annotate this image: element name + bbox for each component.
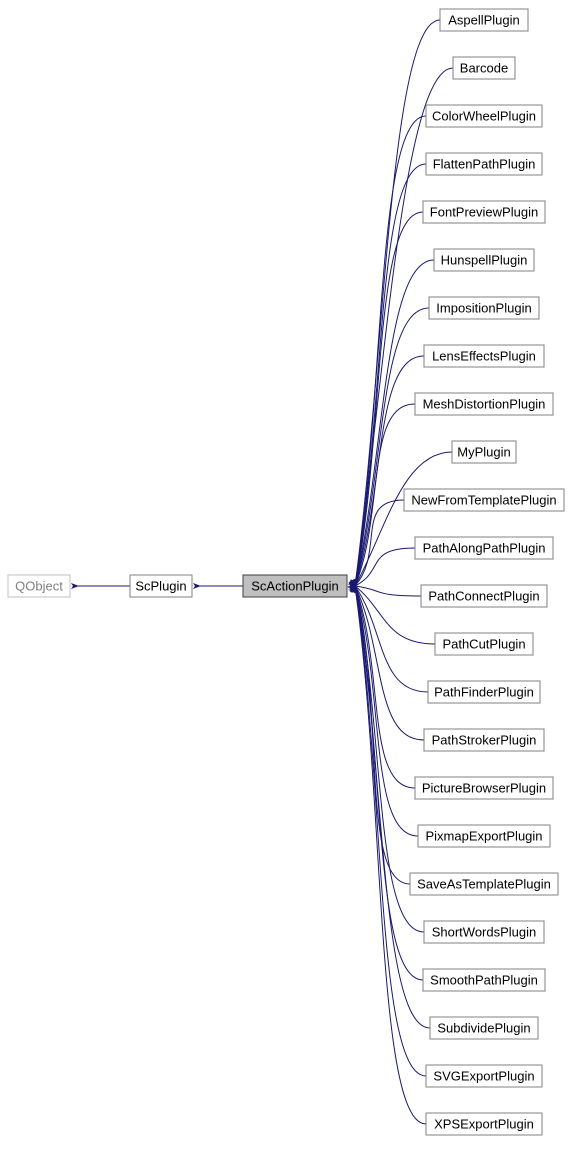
node-flatten[interactable]: FlattenPathPlugin <box>426 153 542 175</box>
node-label: AspellPlugin <box>448 12 520 27</box>
node-pathconnect[interactable]: PathConnectPlugin <box>421 585 547 607</box>
node-scplugin[interactable]: ScPlugin <box>130 575 192 597</box>
node-shortwords[interactable]: ShortWordsPlugin <box>424 921 544 943</box>
node-fontpreview[interactable]: FontPreviewPlugin <box>423 201 545 223</box>
node-label: PathAlongPathPlugin <box>423 540 546 555</box>
node-picbrowser[interactable]: PictureBrowserPlugin <box>415 777 553 799</box>
node-pathalong[interactable]: PathAlongPathPlugin <box>415 537 553 559</box>
node-imposition[interactable]: ImpositionPlugin <box>429 297 539 319</box>
node-label: FontPreviewPlugin <box>430 204 538 219</box>
node-label: HunspellPlugin <box>441 252 528 267</box>
edge <box>355 586 415 788</box>
node-hunspell[interactable]: HunspellPlugin <box>434 249 534 271</box>
edges <box>78 20 453 1124</box>
node-lenseffects[interactable]: LensEffectsPlugin <box>424 345 544 367</box>
node-label: PixmapExportPlugin <box>425 828 542 843</box>
node-label: ShortWordsPlugin <box>432 924 537 939</box>
node-label: MeshDistortionPlugin <box>423 396 546 411</box>
node-smoothpath[interactable]: SmoothPathPlugin <box>423 969 545 991</box>
node-svgexport[interactable]: SVGExportPlugin <box>426 1065 542 1087</box>
edge <box>355 164 426 586</box>
node-label: QObject <box>15 578 63 593</box>
node-subdivide[interactable]: SubdividePlugin <box>430 1017 538 1039</box>
node-savetemplate[interactable]: SaveAsTemplatePlugin <box>410 873 558 895</box>
node-label: Barcode <box>460 60 508 75</box>
node-label: MyPlugin <box>457 444 510 459</box>
node-aspell[interactable]: AspellPlugin <box>440 9 528 31</box>
node-label: PathFinderPlugin <box>434 684 534 699</box>
node-barcode[interactable]: Barcode <box>453 57 515 79</box>
node-label: PathConnectPlugin <box>428 588 539 603</box>
node-label: LensEffectsPlugin <box>432 348 536 363</box>
node-label: SubdividePlugin <box>437 1020 530 1035</box>
node-colorwheel[interactable]: ColorWheelPlugin <box>426 105 542 127</box>
node-xpsexport[interactable]: XPSExportPlugin <box>426 1113 542 1135</box>
node-label: PathCutPlugin <box>442 636 525 651</box>
node-pathstroker[interactable]: PathStrokerPlugin <box>424 729 544 751</box>
node-meshdist[interactable]: MeshDistortionPlugin <box>415 393 553 415</box>
node-pathfinder[interactable]: PathFinderPlugin <box>428 681 540 703</box>
inheritance-diagram: QObject ScPlugin ScActionPlugin AspellPlugi… <box>0 0 580 1171</box>
node-myplugin[interactable]: MyPlugin <box>452 441 516 463</box>
node-label: ScActionPlugin <box>251 578 338 593</box>
node-label: FlattenPathPlugin <box>433 156 536 171</box>
node-label: ImpositionPlugin <box>436 300 531 315</box>
node-label: PathStrokerPlugin <box>432 732 537 747</box>
edge <box>355 586 421 596</box>
node-scactionplugin[interactable]: ScActionPlugin <box>243 575 347 597</box>
node-newtemplate[interactable]: NewFromTemplatePlugin <box>404 489 564 511</box>
node-label: SmoothPathPlugin <box>430 972 538 987</box>
node-pixmapexp[interactable]: PixmapExportPlugin <box>418 825 550 847</box>
node-label: XPSExportPlugin <box>434 1116 534 1131</box>
node-label: ColorWheelPlugin <box>432 108 536 123</box>
node-label: PictureBrowserPlugin <box>422 780 546 795</box>
edge <box>355 586 418 836</box>
nodes: QObject ScPlugin ScActionPlugin AspellPlugi… <box>8 9 564 1135</box>
node-qobject[interactable]: QObject <box>8 575 70 597</box>
node-label: ScPlugin <box>135 578 186 593</box>
node-pathcut[interactable]: PathCutPlugin <box>435 633 533 655</box>
node-label: SVGExportPlugin <box>433 1068 534 1083</box>
node-label: SaveAsTemplatePlugin <box>417 876 551 891</box>
node-label: NewFromTemplatePlugin <box>411 492 556 507</box>
